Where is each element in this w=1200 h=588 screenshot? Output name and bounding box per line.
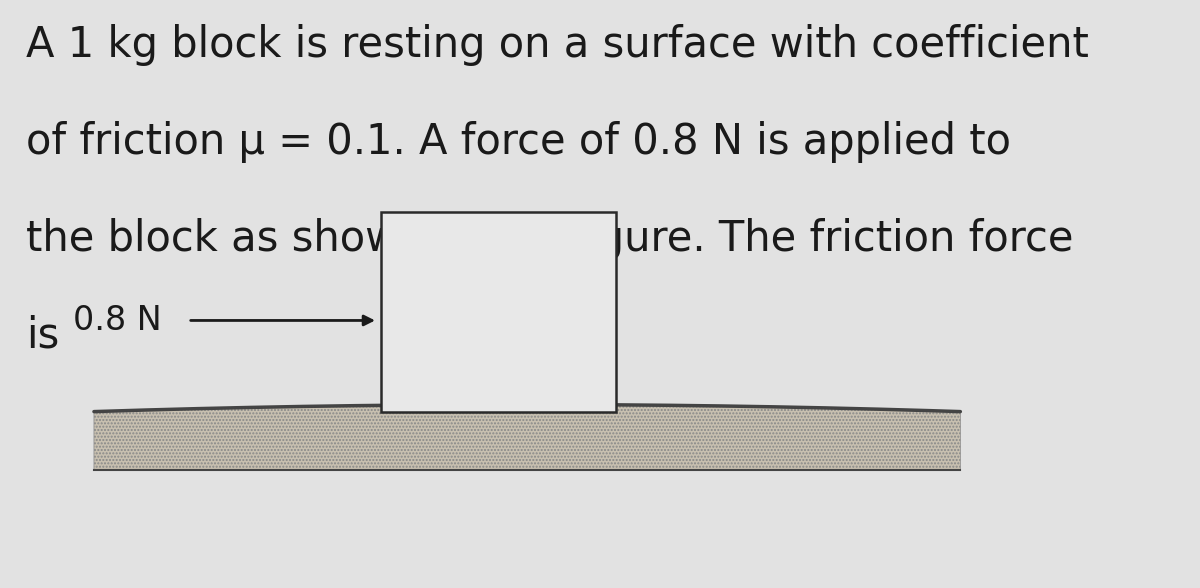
Text: 0.8 N: 0.8 N	[73, 304, 162, 337]
Text: the block as shown in the figure. The friction force: the block as shown in the figure. The fr…	[26, 218, 1074, 259]
Text: A 1 kg block is resting on a surface with coefficient: A 1 kg block is resting on a surface wit…	[26, 24, 1088, 65]
Text: is: is	[26, 315, 59, 356]
Text: of friction μ = 0.1. A force of 0.8 N is applied to: of friction μ = 0.1. A force of 0.8 N is…	[26, 121, 1012, 162]
Bar	[382, 212, 616, 412]
Text: 1 kg: 1 kg	[456, 303, 541, 340]
Polygon shape	[94, 405, 960, 470]
